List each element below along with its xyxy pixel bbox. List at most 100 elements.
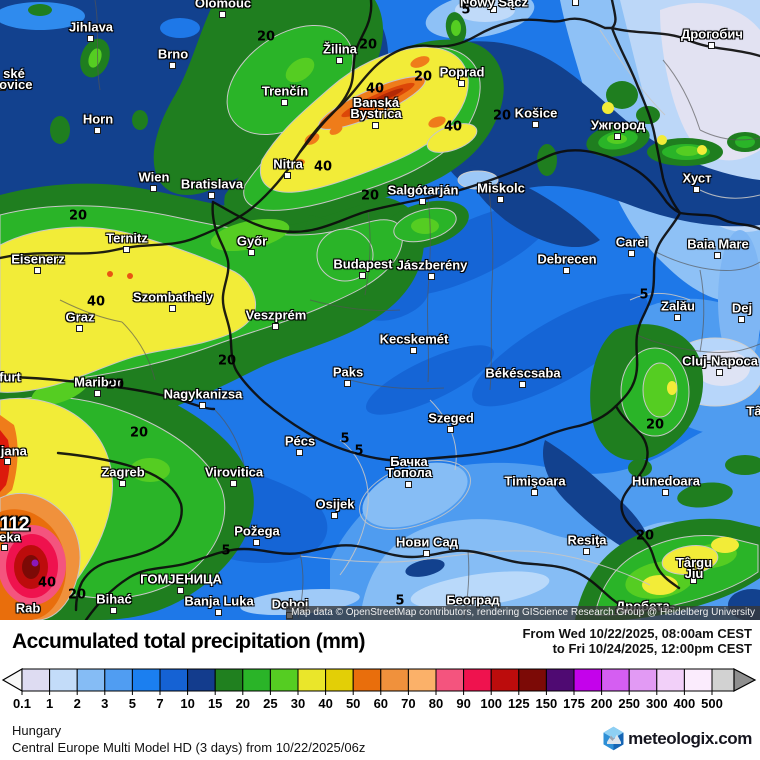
city-marker — [4, 458, 11, 465]
city-marker — [359, 272, 366, 279]
city-label: Zagreb — [101, 464, 145, 480]
contour-label-40: 40 — [313, 159, 333, 175]
city-marker — [405, 481, 412, 488]
city-marker — [123, 246, 130, 253]
city-marker — [150, 185, 157, 192]
city-marker — [76, 325, 83, 332]
scale-label-70: 70 — [401, 696, 415, 711]
city-marker — [572, 0, 579, 6]
contour-label-40: 40 — [86, 294, 106, 310]
region-label: Hungary — [12, 723, 62, 738]
city-label: Rab — [15, 600, 41, 616]
city-label: Békéscsaba — [485, 365, 561, 381]
city-label: Bratislava — [180, 176, 244, 192]
contour-label-20: 20 — [645, 417, 665, 433]
city-label: Zalău — [661, 298, 695, 314]
city-label: Resiţa — [567, 532, 607, 548]
city-marker — [336, 57, 343, 64]
scale-label-175: 175 — [563, 696, 585, 711]
city-label: Jászberény — [396, 257, 468, 273]
scale-label-25: 25 — [263, 696, 277, 711]
city-label: ГОМЈЕНИЦА — [140, 571, 222, 587]
scale-label-7: 7 — [156, 696, 163, 711]
precipitation-map[interactable]: Olomouc Nowy Sącz Jihlava Žilina Brno Poprad Д… — [0, 0, 760, 620]
city-label: ské jovice — [0, 66, 33, 92]
city-marker — [208, 192, 215, 199]
city-marker — [716, 369, 723, 376]
city-label: Wien — [138, 169, 170, 185]
contour-label-20: 20 — [68, 208, 88, 224]
scale-label-20: 20 — [236, 696, 250, 711]
meteologix-icon — [603, 726, 624, 751]
city-label: eka — [0, 529, 21, 545]
city-marker — [177, 587, 184, 594]
city-label: Virovitica — [204, 464, 264, 480]
city-label: Salgótarján — [387, 182, 459, 198]
contour-label-40: 40 — [37, 575, 57, 591]
city-label: Trenčín — [261, 83, 309, 99]
city-label: Baia Mare — [687, 236, 749, 252]
contour-label-40: 40 — [365, 81, 385, 97]
city-marker — [714, 252, 721, 259]
city-marker — [331, 512, 338, 519]
city-marker — [693, 186, 700, 193]
city-label: Banská Bystrica — [350, 95, 402, 121]
city-label: Nagykanizsa — [163, 386, 243, 402]
city-marker — [169, 305, 176, 312]
city-marker — [428, 273, 435, 280]
scale-label-0.1: 0.1 — [13, 696, 31, 711]
map-overlays: Olomouc Nowy Sącz Jihlava Žilina Brno Poprad Д… — [0, 0, 760, 619]
city-marker — [344, 380, 351, 387]
city-marker — [94, 390, 101, 397]
city-label: Horn — [82, 111, 114, 127]
city-marker — [1, 544, 8, 551]
meteologix-logo[interactable]: meteologix.com — [602, 726, 752, 751]
city-label: Veszprém — [245, 307, 307, 323]
city-label: Nitra — [273, 156, 303, 172]
city-label: Београд — [446, 592, 500, 608]
period-from: From Wed 10/22/2025, 08:00am CEST — [522, 626, 752, 641]
scale-label-200: 200 — [591, 696, 613, 711]
city-label: Hunedoara — [632, 473, 700, 489]
city-label: Bihać — [96, 591, 132, 607]
city-marker — [219, 11, 226, 18]
precipitation-max-value: 112 — [0, 513, 30, 536]
city-marker — [284, 172, 291, 179]
city-label: Kecskemét — [379, 331, 449, 347]
scale-label-40: 40 — [318, 696, 332, 711]
scale-label-500: 500 — [701, 696, 723, 711]
scale-label-10: 10 — [180, 696, 194, 711]
scale-label-90: 90 — [456, 696, 470, 711]
contour-label-20: 20 — [105, 377, 125, 393]
city-marker — [87, 35, 94, 42]
city-marker — [272, 323, 279, 330]
city-label: Ternitz — [106, 230, 148, 246]
city-marker — [708, 42, 715, 49]
city-marker — [410, 347, 417, 354]
city-label: Timişoara — [504, 473, 566, 489]
city-marker — [119, 480, 126, 487]
city-label: Jihlava — [68, 19, 114, 35]
contour-label-5: 5 — [221, 543, 231, 559]
city-label: Szombathely — [132, 289, 214, 305]
city-label: Carei — [615, 234, 649, 250]
city-marker — [447, 426, 454, 433]
city-label: Pécs — [284, 433, 316, 449]
city-marker — [583, 548, 590, 555]
city-marker — [532, 121, 539, 128]
meteologix-wordmark: meteologix.com — [628, 728, 752, 748]
city-label: Дрогобич — [681, 26, 743, 42]
scale-label-125: 125 — [508, 696, 530, 711]
city-label: Miskolc — [477, 180, 525, 196]
period-to: to Fri 10/24/2025, 12:00pm CEST — [552, 641, 752, 656]
scale-label-100: 100 — [480, 696, 502, 711]
scale-label-15: 15 — [208, 696, 222, 711]
legend-panel: Accumulated total precipitation (mm) Fro… — [0, 620, 760, 760]
city-label: Maribor — [74, 374, 122, 390]
city-label: Paks — [332, 364, 364, 380]
map-attribution: Map data © OpenStreetMap contributors, r… — [286, 606, 760, 620]
city-marker — [738, 316, 745, 323]
scale-label-30: 30 — [291, 696, 305, 711]
city-label: Graz — [65, 309, 95, 325]
city-label: Хуст — [682, 170, 712, 186]
